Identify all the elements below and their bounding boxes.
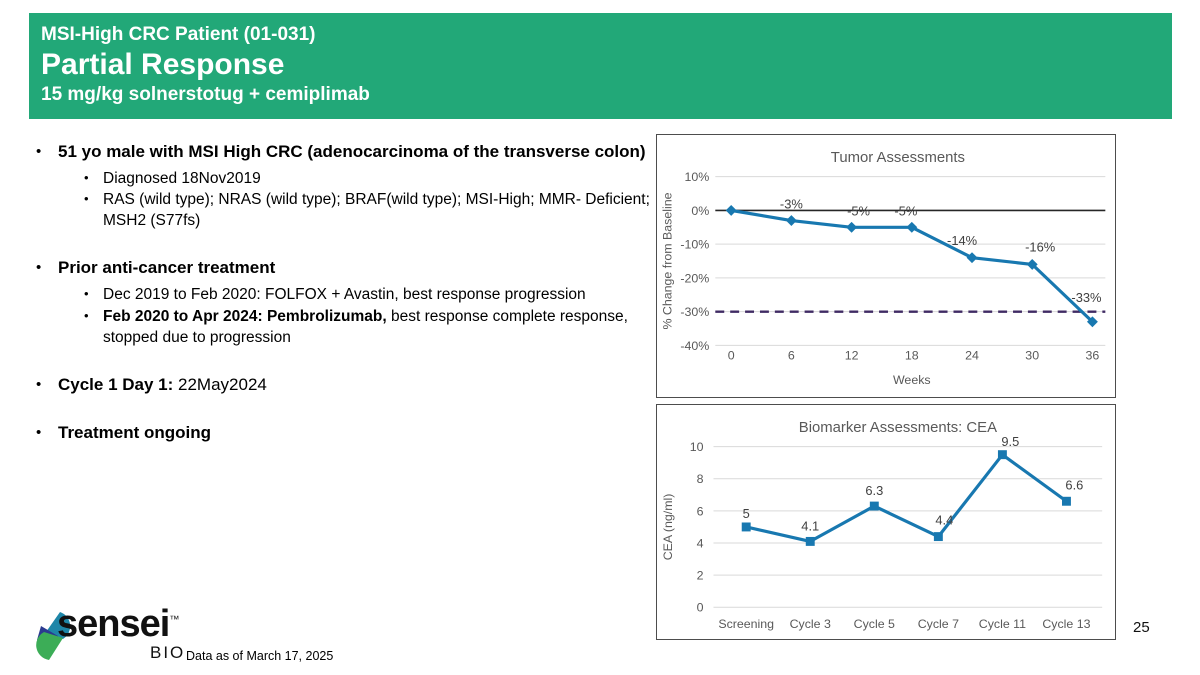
data-point — [785, 215, 797, 227]
x-tick-label: 0 — [728, 348, 735, 362]
bullet-item: • Prior anti-cancer treatment — [36, 257, 650, 279]
x-tick-label: 30 — [1025, 348, 1039, 362]
data-label: 6.3 — [865, 483, 883, 498]
bullet-item: • Cycle 1 Day 1: 22May2024 — [36, 374, 650, 396]
y-tick-label: 8 — [697, 472, 704, 486]
trademark-symbol: ™ — [169, 614, 179, 626]
data-label: -16% — [1025, 240, 1055, 255]
data-label: -14% — [947, 233, 977, 248]
x-tick-label: Cycle 11 — [979, 617, 1026, 631]
bullet-text: Cycle 1 Day 1: 22May2024 — [58, 374, 267, 394]
data-label: 4.1 — [801, 519, 819, 534]
y-axis-title: CEA (ng/ml) — [661, 494, 675, 561]
cea-biomarker-chart: 0 2 4 6 8 10 5 4.1 6.3 4.4 9.5 6.6 Screening Cycle 3 C… — [656, 404, 1116, 640]
x-tick-label: Cycle 13 — [1042, 617, 1090, 631]
company-logo: sensei™ BIO — [30, 603, 260, 666]
bullet-text: Prior anti-cancer treatment — [58, 258, 276, 278]
x-axis-title: Weeks — [893, 373, 931, 387]
y-tick-label: -30% — [680, 305, 709, 319]
bullet-marker-icon: • — [36, 423, 42, 441]
bullet-text: 51 yo male with MSI High CRC (adenocarci… — [58, 142, 646, 161]
page-number: 25 — [1133, 619, 1150, 636]
data-label: 4.4 — [935, 513, 953, 528]
bullet-marker-icon: • — [36, 375, 42, 393]
y-tick-label: 10 — [690, 440, 704, 454]
slide-header: MSI-High CRC Patient (01-031) Partial Re… — [29, 13, 1172, 119]
y-axis-title: % Change from Baseline — [661, 192, 675, 329]
bullet-marker-icon: • — [36, 259, 42, 277]
bullet-group: • 51 yo male with MSI High CRC (adenocarc… — [36, 141, 650, 231]
y-tick-label: -20% — [680, 271, 709, 285]
x-tick-label: Cycle 5 — [854, 617, 895, 631]
x-tick-label: 36 — [1086, 348, 1100, 362]
bullet-item: • 51 yo male with MSI High CRC (adenocarc… — [36, 141, 650, 163]
x-tick-label: 12 — [845, 348, 859, 362]
y-tick-label: -40% — [680, 339, 709, 353]
bullet-text: Treatment ongoing — [58, 422, 211, 442]
data-label: -33% — [1071, 290, 1101, 305]
bullet-marker-icon: • — [84, 170, 89, 186]
data-label: -5% — [847, 203, 870, 218]
data-point — [846, 221, 858, 233]
data-label: 6.6 — [1065, 477, 1083, 492]
sensei-s-logo-icon — [36, 612, 71, 660]
sub-bullet-item: • RAS (wild type); NRAS (wild type); BRAF… — [84, 189, 650, 231]
bullet-marker-icon: • — [84, 307, 89, 323]
x-tick-label: 18 — [905, 348, 919, 362]
bullet-marker-icon: • — [36, 143, 42, 160]
y-tick-label: 6 — [697, 504, 704, 518]
data-as-of-note: Data as of March 17, 2025 — [186, 649, 334, 663]
series-line — [744, 453, 1069, 544]
bullet-group: • Treatment ongoing — [36, 422, 650, 444]
data-label: 5 — [743, 506, 750, 521]
data-point — [906, 221, 918, 233]
logo-sub-bio: BIO — [150, 643, 186, 662]
bullet-marker-icon: • — [84, 191, 89, 207]
data-point — [1026, 258, 1038, 270]
data-point — [725, 204, 737, 216]
x-tick-label: 24 — [965, 348, 979, 362]
x-tick-label: Screening — [718, 617, 774, 631]
data-point — [966, 252, 978, 264]
tumor-assessments-chart: -40% -30% -20% -10% 0% 10% -3% -5% -5% -14% -16% -3… — [656, 134, 1116, 398]
data-label: -5% — [894, 203, 917, 218]
sub-bullet-text: Diagnosed 18Nov2019 — [103, 170, 261, 188]
y-tick-label: 10% — [685, 170, 710, 184]
sub-bullet-text: Dec 2019 to Feb 2020: FOLFOX + Avastin, … — [103, 286, 586, 304]
header-kicker: MSI-High CRC Patient (01-031) — [41, 24, 316, 45]
y-tick-label: -10% — [680, 238, 709, 252]
x-tick-label: Cycle 3 — [790, 617, 831, 631]
logo-wordmark: sensei™ — [57, 603, 179, 645]
sub-bullet-text: Feb 2020 to Apr 2024: Pembrolizumab, bes… — [103, 307, 628, 346]
data-point — [741, 522, 751, 532]
data-label: 9.5 — [1001, 434, 1019, 449]
x-tick-label: 6 — [788, 348, 795, 362]
x-tick-label: Cycle 7 — [918, 617, 959, 631]
chart-title: Tumor Assessments — [831, 150, 965, 166]
bullet-list: • 51 yo male with MSI High CRC (adenocarc… — [36, 141, 650, 470]
sub-bullet-text: RAS (wild type); NRAS (wild type); BRAF(… — [103, 191, 650, 230]
bullet-group: • Cycle 1 Day 1: 22May2024 — [36, 374, 650, 396]
y-tick-label: 0% — [691, 204, 709, 218]
data-point — [997, 450, 1007, 460]
bullet-marker-icon: • — [84, 286, 89, 302]
sub-bullet-item: • Dec 2019 to Feb 2020: FOLFOX + Avastin,… — [84, 284, 650, 305]
sub-bullet-item: • Diagnosed 18Nov2019 — [84, 168, 650, 189]
data-label: -3% — [780, 197, 803, 212]
chart-title: Biomarker Assessments: CEA — [799, 420, 997, 436]
header-subtitle: 15 mg/kg solnerstotug + cemiplimab — [41, 84, 370, 106]
y-tick-label: 0 — [697, 601, 704, 615]
bullet-item: • Treatment ongoing — [36, 422, 650, 444]
y-tick-label: 2 — [697, 569, 704, 583]
data-point — [805, 536, 815, 546]
data-point — [869, 501, 879, 511]
sub-bullet-item: • Feb 2020 to Apr 2024: Pembrolizumab, be… — [84, 306, 650, 348]
data-point — [1061, 496, 1071, 506]
y-tick-label: 4 — [697, 536, 704, 550]
page-title: Partial Response — [41, 47, 285, 81]
bullet-group: • Prior anti-cancer treatment • Dec 2019 to… — [36, 257, 650, 347]
data-point — [933, 532, 943, 542]
